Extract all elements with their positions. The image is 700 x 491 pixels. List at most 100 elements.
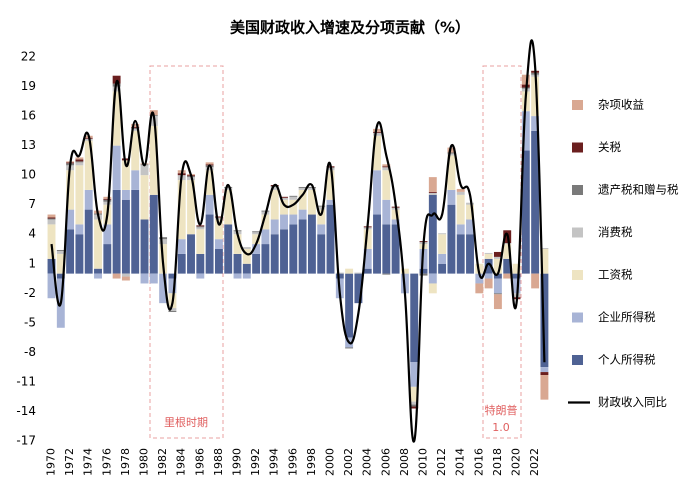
bar-segment bbox=[317, 205, 326, 207]
bar-segment bbox=[47, 214, 56, 218]
bar-segment bbox=[363, 229, 372, 249]
bar-segment bbox=[307, 186, 316, 188]
bar-segment bbox=[103, 244, 112, 274]
bar-segment bbox=[131, 126, 140, 128]
bar-segment bbox=[493, 273, 502, 279]
bar-segment bbox=[354, 273, 363, 304]
legend-marker bbox=[572, 185, 583, 195]
y-tick-label: -8 bbox=[24, 345, 36, 359]
x-tick-label: 2000 bbox=[324, 448, 337, 476]
bar-segment bbox=[438, 233, 447, 235]
bar-segment bbox=[84, 189, 93, 210]
bar-segment bbox=[307, 189, 316, 215]
bar-segment bbox=[289, 224, 298, 274]
y-tick-label: 4 bbox=[28, 227, 36, 241]
bar-segment bbox=[205, 162, 214, 165]
bar-segment bbox=[289, 196, 298, 200]
bar-segment bbox=[382, 224, 391, 274]
bar-segment bbox=[428, 192, 437, 195]
bar-segment bbox=[345, 347, 354, 349]
bar-segment bbox=[121, 160, 130, 190]
bar-segment bbox=[326, 204, 335, 274]
bar-segment bbox=[373, 135, 381, 171]
bar-segment bbox=[493, 251, 502, 257]
bar-segment bbox=[363, 249, 372, 269]
bar-segment bbox=[382, 166, 391, 168]
bar-segment bbox=[382, 167, 391, 171]
bar-segment bbox=[466, 234, 474, 274]
bar-segment bbox=[512, 263, 521, 274]
bar-segment bbox=[205, 214, 214, 274]
legend-marker bbox=[572, 227, 583, 238]
bar-segment bbox=[428, 194, 437, 274]
bar-segment bbox=[187, 234, 195, 274]
x-tick-label: 1998 bbox=[305, 448, 318, 476]
bar-segment bbox=[121, 273, 130, 277]
bar-segment bbox=[75, 159, 84, 162]
x-tick-label: 2014 bbox=[454, 448, 467, 476]
bar-segment bbox=[66, 209, 75, 230]
bar-segment bbox=[270, 219, 279, 235]
bar-segment bbox=[531, 116, 540, 131]
bar-segment bbox=[503, 243, 512, 245]
bar-segment bbox=[447, 155, 456, 190]
x-tick-label: 2010 bbox=[417, 448, 430, 476]
bar-segment bbox=[335, 272, 344, 274]
bar-segment bbox=[205, 194, 214, 215]
y-tick-label: -2 bbox=[24, 286, 36, 300]
bar-segment bbox=[363, 268, 372, 274]
bar-segment bbox=[456, 191, 465, 195]
bar-segment bbox=[298, 219, 307, 274]
bar-segment bbox=[214, 249, 223, 274]
legend-label: 个人所得税 bbox=[598, 353, 656, 367]
bar-segment bbox=[56, 253, 65, 274]
bar-segment bbox=[475, 273, 484, 284]
y-tick-label: 22 bbox=[21, 50, 36, 64]
x-tick-label: 2018 bbox=[491, 448, 504, 476]
bar-segment bbox=[261, 214, 270, 230]
bar-segment bbox=[56, 249, 65, 251]
bar-segment bbox=[224, 189, 233, 225]
bar-segment bbox=[140, 165, 149, 176]
bar-segment bbox=[224, 224, 233, 274]
bar-segment bbox=[131, 128, 140, 131]
bar-segment bbox=[149, 273, 158, 284]
legend-label: 杂项收益 bbox=[598, 98, 644, 112]
bar-segment bbox=[112, 75, 121, 84]
bar-segment bbox=[140, 273, 149, 284]
bar-segment bbox=[335, 273, 344, 279]
bar-segment bbox=[345, 268, 354, 274]
bar-segment bbox=[75, 157, 84, 160]
bar-segment bbox=[47, 224, 56, 259]
bar-segment bbox=[159, 239, 168, 245]
bar-segment bbox=[280, 214, 288, 230]
bar-segment bbox=[521, 150, 530, 274]
legend-marker bbox=[572, 270, 583, 280]
trump-box bbox=[482, 65, 522, 439]
bar-segment bbox=[112, 86, 121, 92]
bar-segment bbox=[466, 202, 474, 205]
bar-segment bbox=[149, 194, 158, 274]
bar-segment bbox=[438, 263, 447, 274]
bar-segment bbox=[131, 170, 140, 190]
bar-segment bbox=[140, 219, 149, 274]
bar-segment bbox=[112, 189, 121, 274]
bar-segment bbox=[410, 404, 419, 407]
bar-segment bbox=[391, 224, 400, 274]
bar-segment bbox=[512, 278, 521, 294]
bar-segment bbox=[252, 232, 261, 235]
bar-segment bbox=[159, 237, 168, 240]
bar-segment bbox=[428, 177, 437, 192]
y-tick-label: 19 bbox=[21, 79, 36, 93]
annotation: 1.0 bbox=[492, 421, 510, 434]
bar-segment bbox=[66, 170, 75, 210]
bar-segment bbox=[103, 224, 112, 245]
x-tick-label: 1974 bbox=[82, 448, 95, 476]
bar-segment bbox=[242, 273, 251, 279]
bar-segment bbox=[493, 258, 502, 274]
bar-segment bbox=[298, 209, 307, 220]
bar-segment bbox=[410, 401, 419, 405]
bar-segment bbox=[242, 263, 251, 274]
bar-segment bbox=[214, 217, 223, 220]
y-tick-label: 7 bbox=[28, 197, 36, 211]
